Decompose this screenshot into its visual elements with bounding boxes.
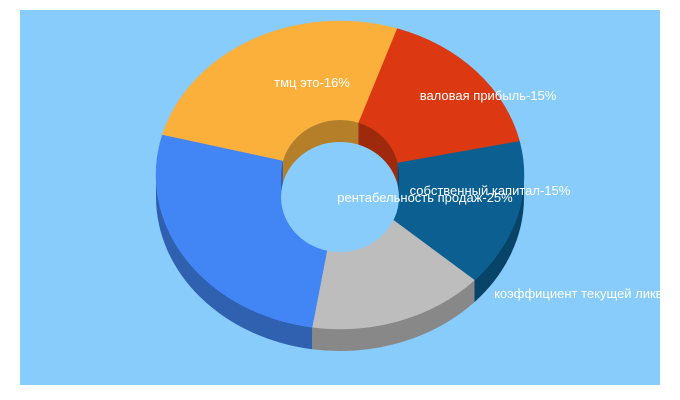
donut-chart: тмц это-16% валовая прибыль-15% собственны… <box>155 20 660 351</box>
slice-side-2 <box>312 280 475 351</box>
donut-hole <box>281 142 399 252</box>
slice-label-4: рентабельность продаж-25% <box>337 190 513 205</box>
slice-label-3: коэффициент текущей ликвидности-26% <box>494 286 660 301</box>
slice-side-3 <box>156 175 313 350</box>
slice-inner-wall-0 <box>358 122 398 185</box>
slice-inner-wall-4 <box>283 120 359 183</box>
slice-label-1: валовая прибыль-15% <box>420 88 557 103</box>
slice-4[interactable] <box>162 20 398 161</box>
slice-inner-wall-1 <box>397 162 399 197</box>
slice-label-2: собственный капитал-15% <box>410 183 571 198</box>
slice-inner-wall-3 <box>281 160 284 197</box>
slice-side-1 <box>474 175 524 303</box>
slice-label-0: тмц это-16% <box>274 75 350 90</box>
chart-canvas: тмц это-16% валовая прибыль-15% собственны… <box>20 10 660 385</box>
